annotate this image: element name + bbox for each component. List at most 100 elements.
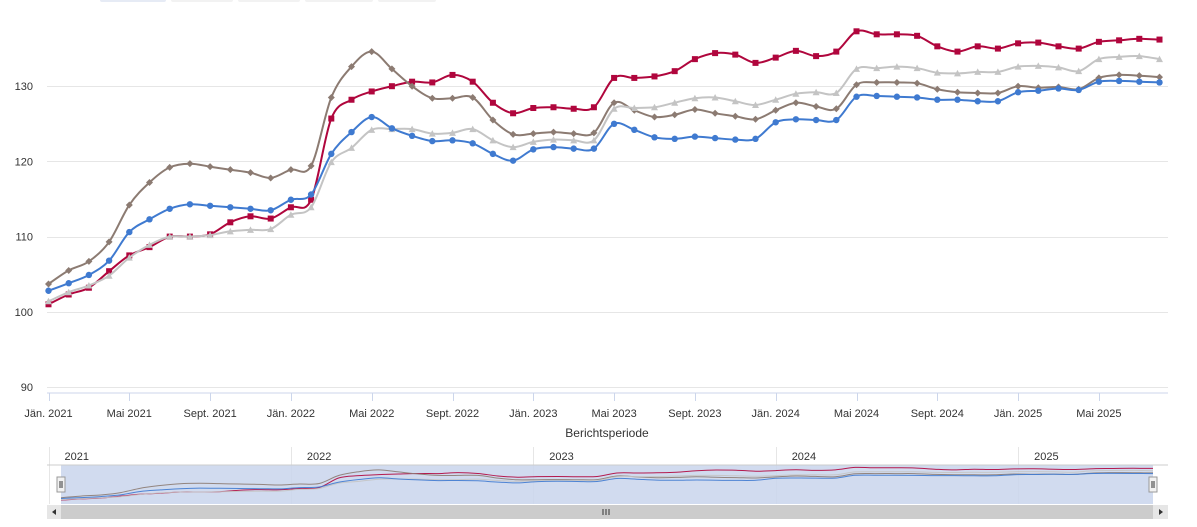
- scrollbar[interactable]: [47, 505, 1168, 519]
- data-point[interactable]: [813, 53, 820, 60]
- data-point[interactable]: [974, 98, 981, 105]
- data-point[interactable]: [469, 140, 476, 147]
- data-point[interactable]: [509, 130, 517, 138]
- data-point[interactable]: [954, 69, 961, 77]
- data-point[interactable]: [651, 103, 658, 111]
- data-point[interactable]: [610, 120, 618, 128]
- data-point[interactable]: [530, 105, 537, 112]
- data-point[interactable]: [1095, 38, 1102, 45]
- data-point[interactable]: [125, 254, 133, 261]
- data-point[interactable]: [428, 130, 436, 137]
- data-point[interactable]: [1075, 86, 1082, 94]
- data-point[interactable]: [671, 111, 679, 119]
- data-point[interactable]: [1156, 73, 1163, 81]
- data-point[interactable]: [671, 135, 678, 143]
- data-point[interactable]: [792, 99, 800, 107]
- data-point[interactable]: [287, 196, 295, 203]
- data-point[interactable]: [267, 225, 275, 233]
- data-point[interactable]: [570, 105, 577, 112]
- data-point[interactable]: [1095, 78, 1103, 85]
- data-point[interactable]: [893, 93, 901, 100]
- data-point[interactable]: [651, 134, 658, 141]
- data-point[interactable]: [247, 205, 254, 212]
- data-point[interactable]: [974, 89, 982, 97]
- data-point[interactable]: [913, 64, 921, 72]
- data-point[interactable]: [348, 144, 355, 151]
- data-point[interactable]: [873, 92, 880, 100]
- data-point[interactable]: [711, 134, 719, 142]
- data-point[interactable]: [731, 112, 739, 120]
- data-point[interactable]: [45, 280, 52, 288]
- data-point[interactable]: [732, 51, 739, 58]
- data-point[interactable]: [1156, 55, 1163, 63]
- data-point[interactable]: [489, 99, 496, 106]
- data-point[interactable]: [1095, 55, 1103, 63]
- data-point[interactable]: [994, 89, 1002, 97]
- range-buttons[interactable]: [100, 0, 436, 2]
- data-point[interactable]: [287, 204, 294, 211]
- data-point[interactable]: [146, 216, 153, 223]
- data-point[interactable]: [45, 301, 52, 308]
- data-point[interactable]: [428, 94, 436, 102]
- data-point[interactable]: [651, 113, 658, 121]
- data-point[interactable]: [509, 157, 517, 164]
- data-point[interactable]: [368, 88, 375, 95]
- data-point[interactable]: [146, 178, 153, 186]
- range-button[interactable]: [378, 0, 436, 2]
- data-point[interactable]: [429, 137, 436, 145]
- scrollbar-thumb[interactable]: [61, 505, 1153, 519]
- data-point[interactable]: [792, 90, 800, 97]
- data-point[interactable]: [853, 93, 860, 100]
- data-point[interactable]: [247, 169, 254, 177]
- data-point[interactable]: [429, 79, 436, 86]
- data-point[interactable]: [267, 207, 274, 214]
- data-point[interactable]: [85, 281, 93, 289]
- data-point[interactable]: [327, 93, 335, 101]
- data-point[interactable]: [1115, 71, 1123, 79]
- data-point[interactable]: [530, 146, 537, 153]
- data-point[interactable]: [469, 93, 477, 101]
- data-point[interactable]: [610, 105, 618, 112]
- data-point[interactable]: [954, 48, 961, 55]
- data-point[interactable]: [913, 94, 921, 101]
- data-point[interactable]: [994, 68, 1002, 75]
- data-point[interactable]: [348, 63, 355, 71]
- data-point[interactable]: [893, 31, 900, 38]
- data-point[interactable]: [691, 94, 699, 102]
- data-point[interactable]: [550, 128, 557, 136]
- data-point[interactable]: [307, 203, 315, 211]
- data-point[interactable]: [186, 160, 194, 168]
- scroll-right-button[interactable]: [1153, 505, 1168, 519]
- data-point[interactable]: [550, 104, 557, 111]
- data-point[interactable]: [125, 201, 133, 209]
- data-point[interactable]: [105, 257, 113, 264]
- data-point[interactable]: [1116, 37, 1123, 44]
- data-point[interactable]: [1156, 36, 1163, 43]
- data-point[interactable]: [409, 78, 416, 85]
- scroll-left-button[interactable]: [47, 505, 61, 519]
- data-point[interactable]: [833, 48, 840, 55]
- data-point[interactable]: [1135, 72, 1143, 80]
- data-point[interactable]: [449, 129, 456, 136]
- range-button[interactable]: [100, 0, 166, 2]
- data-point[interactable]: [671, 68, 678, 75]
- data-point[interactable]: [893, 63, 901, 70]
- data-point[interactable]: [388, 125, 396, 132]
- navigator-mask[interactable]: [61, 465, 1153, 504]
- data-point[interactable]: [994, 98, 1002, 105]
- data-point[interactable]: [328, 115, 335, 122]
- data-point[interactable]: [812, 88, 820, 96]
- data-point[interactable]: [65, 266, 73, 274]
- data-point[interactable]: [1035, 39, 1042, 46]
- data-point[interactable]: [186, 201, 194, 208]
- data-point[interactable]: [994, 45, 1001, 52]
- data-point[interactable]: [45, 287, 52, 294]
- data-point[interactable]: [267, 215, 274, 222]
- data-point[interactable]: [772, 119, 779, 126]
- data-point[interactable]: [1014, 63, 1022, 70]
- data-point[interactable]: [792, 47, 799, 54]
- data-point[interactable]: [974, 68, 982, 75]
- range-button[interactable]: [238, 0, 300, 2]
- data-point[interactable]: [368, 126, 376, 133]
- data-point[interactable]: [307, 191, 315, 198]
